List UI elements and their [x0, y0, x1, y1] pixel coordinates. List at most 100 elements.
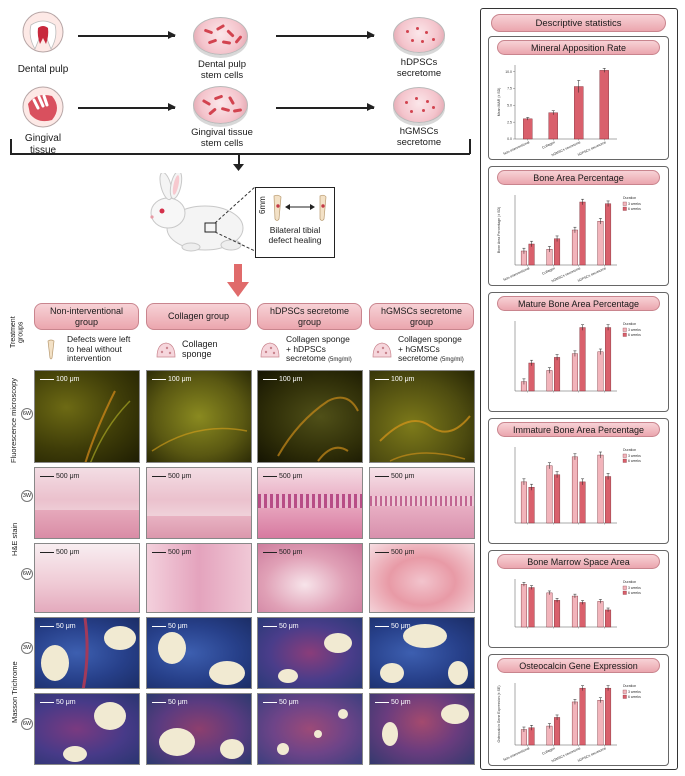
bar: [528, 362, 535, 392]
he-image-6w: 500 μm: [257, 543, 363, 613]
group-desc-hgmscs: Collagen sponge + hGMSCs secretome (5mg/…: [371, 333, 476, 366]
bar: [605, 609, 612, 628]
group-header-collagen: Collagen group: [146, 303, 251, 330]
legend-swatch: [622, 332, 627, 337]
bar: [546, 725, 553, 746]
stats-panel: Descriptive statistics: [480, 8, 678, 770]
bar-chart: Bone Area Percentage (± SD) Non-intervent…: [497, 195, 641, 283]
defect-box: 6mm Bilateral tibial defect healing: [255, 187, 335, 258]
legend-swatch: [622, 453, 627, 458]
bar: [571, 456, 578, 524]
row-label-masson: Masson Trichrome: [10, 661, 19, 723]
week-badge: 6W: [21, 568, 33, 580]
y-tick-label: 2.5: [507, 120, 512, 124]
legend-label: 3 weeks: [628, 328, 641, 332]
y-axis-label: Mean MAR (± SD): [497, 88, 501, 117]
week-badge: 6W: [21, 718, 33, 730]
masson-image-6w: 50 μm: [146, 693, 252, 765]
defect-size-label: 6mm: [258, 196, 267, 214]
he-image-3w: 500 μm: [257, 467, 363, 539]
bar: [528, 487, 535, 524]
bar: [571, 353, 578, 392]
bar: [597, 601, 604, 628]
bar: [546, 465, 553, 524]
x-tick-label: hDPSCs secretome: [577, 266, 607, 283]
group-header-noninterventional: Non-interventional group: [34, 303, 139, 330]
arrow-3: [276, 32, 375, 38]
stat-chart-panel: Mature Bone Area Percentage Duration 3 wee…: [488, 292, 669, 412]
x-tick-label: hDPSCs secretome: [577, 140, 607, 157]
legend-title: Duration: [623, 196, 636, 200]
bar: [599, 70, 609, 140]
sponge-icon: [372, 342, 392, 357]
masson-image-3w: 50 μm: [34, 617, 140, 689]
bar: [597, 351, 604, 392]
fluorescence-image: 100 μm: [146, 370, 252, 463]
masson-image-6w: 50 μm: [34, 693, 140, 765]
bar: [605, 476, 612, 524]
bar: [605, 327, 612, 392]
he-image-3w: 500 μm: [369, 467, 475, 539]
legend-title: Duration: [623, 448, 636, 452]
group-desc-collagen: Collagen sponge: [155, 333, 250, 366]
tooth-icon: [22, 11, 64, 53]
y-tick-label: 10.0: [505, 70, 512, 74]
legend-swatch: [622, 694, 627, 699]
rabbit-icon: [150, 173, 244, 252]
legend-label: 6 weeks: [628, 695, 641, 699]
bar: [571, 229, 578, 266]
y-tick-label: 0.0: [507, 137, 512, 141]
gingiva-icon: [22, 86, 64, 128]
he-image-3w: 500 μm: [146, 467, 252, 539]
bar: [597, 221, 604, 266]
y-tick-label: 5.0: [507, 104, 512, 108]
bar: [554, 238, 561, 266]
legend-swatch: [622, 327, 627, 332]
bar: [548, 112, 558, 140]
he-image-6w: 500 μm: [369, 543, 475, 613]
x-tick-label: Non-interventional: [503, 140, 531, 156]
week-badge: 6W: [21, 408, 33, 420]
sponge-icon: [156, 342, 176, 357]
stat-chart-panel: Mineral Apposition Rate 0.0 2.5 5.0 7.5 10.0 M…: [488, 36, 669, 160]
legend-label: 6 weeks: [628, 333, 641, 337]
masson-image-3w: 50 μm: [369, 617, 475, 689]
chart-title: Bone Area Percentage: [497, 170, 660, 185]
legend-swatch: [622, 585, 627, 590]
arrow-2: [78, 104, 176, 110]
week-badge: 3W: [21, 490, 33, 502]
legend-swatch: [622, 458, 627, 463]
group-desc-hdpscs: Collagen sponge + hDPSCs secretome (5mg/…: [259, 333, 364, 366]
defect-caption: Bilateral tibial defect healing: [268, 225, 322, 245]
group-header-hdpscs: hDPSCs secretome group: [257, 303, 362, 330]
legend-label: 6 weeks: [628, 459, 641, 463]
legend-swatch: [622, 689, 627, 694]
bar: [571, 701, 578, 746]
masson-image-3w: 50 μm: [257, 617, 363, 689]
tibia-icon: [273, 194, 327, 221]
fluorescence-image: 100 μm: [257, 370, 363, 463]
masson-image-6w: 50 μm: [257, 693, 363, 765]
masson-image-6w: 50 μm: [369, 693, 475, 765]
x-tick-label: Collagen: [541, 140, 555, 149]
bar: [579, 481, 586, 524]
he-image-6w: 500 μm: [34, 543, 140, 613]
petri-dish-icon: [393, 17, 445, 53]
legend-swatch: [622, 206, 627, 211]
masson-image-3w: 50 μm: [146, 617, 252, 689]
group-header-hgmscs: hGMSCs secretome group: [369, 303, 474, 330]
bar: [546, 592, 553, 628]
y-axis-label: Osteocalcin Gene Expression (± SE): [497, 686, 501, 743]
sponge-icon: [260, 342, 280, 357]
stat-chart-panel: Immature Bone Area Percentage Duration 3 w…: [488, 418, 669, 544]
chart-title: Immature Bone Area Percentage: [497, 422, 660, 437]
legend-swatch: [622, 201, 627, 206]
bar: [520, 481, 527, 524]
x-tick-label: Collagen: [541, 746, 555, 755]
bar: [554, 357, 561, 392]
bar: [579, 687, 586, 746]
bar: [546, 370, 553, 392]
stat-chart-panel: Bone Marrow Space Area Duration 3 weeks 6 w…: [488, 550, 669, 648]
